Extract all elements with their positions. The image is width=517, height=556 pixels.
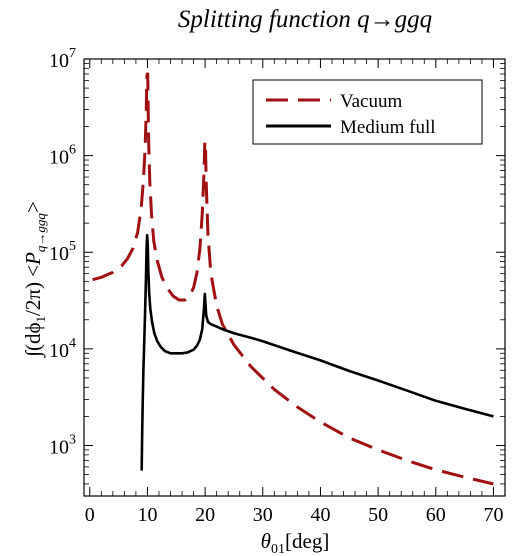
series-line-vacuum (92, 72, 494, 486)
x-tick-label: 40 (310, 504, 330, 526)
y-tick-label: 103 (49, 432, 76, 458)
y-tick-label: 105 (49, 239, 76, 265)
y-tick-label: 107 (49, 46, 76, 72)
x-tick-label: 0 (85, 504, 95, 526)
y-tick-label: 106 (49, 143, 76, 169)
x-tick-label: 70 (483, 504, 503, 526)
plot-frame (83, 58, 506, 497)
chart-title: Splitting function q→ggq (178, 6, 432, 33)
legend-box (252, 79, 483, 145)
x-tick-label: 30 (253, 504, 273, 526)
x-tick-label: 60 (426, 504, 446, 526)
legend-label-vacuum: Vacuum (340, 91, 402, 112)
x-tick-label: 20 (195, 504, 215, 526)
axis-ticks (84, 58, 505, 497)
series-group (92, 72, 494, 486)
x-tick-label: 10 (137, 504, 157, 526)
legend: Vacuum Medium full (252, 79, 483, 145)
x-tick-labels: 0 10 20 30 40 50 60 70 (85, 504, 504, 526)
y-axis-label: ∫(dϕ1/2π) <Pq→ggq> (21, 201, 48, 359)
x-tick-label: 50 (368, 504, 388, 526)
x-axis-label: θ01[deg] (261, 529, 330, 556)
legend-label-medium-full: Medium full (340, 117, 436, 138)
y-tick-labels: 103 104 105 106 107 (49, 46, 76, 458)
y-tick-label: 104 (49, 336, 76, 362)
series-line-medium-full (140, 233, 494, 471)
